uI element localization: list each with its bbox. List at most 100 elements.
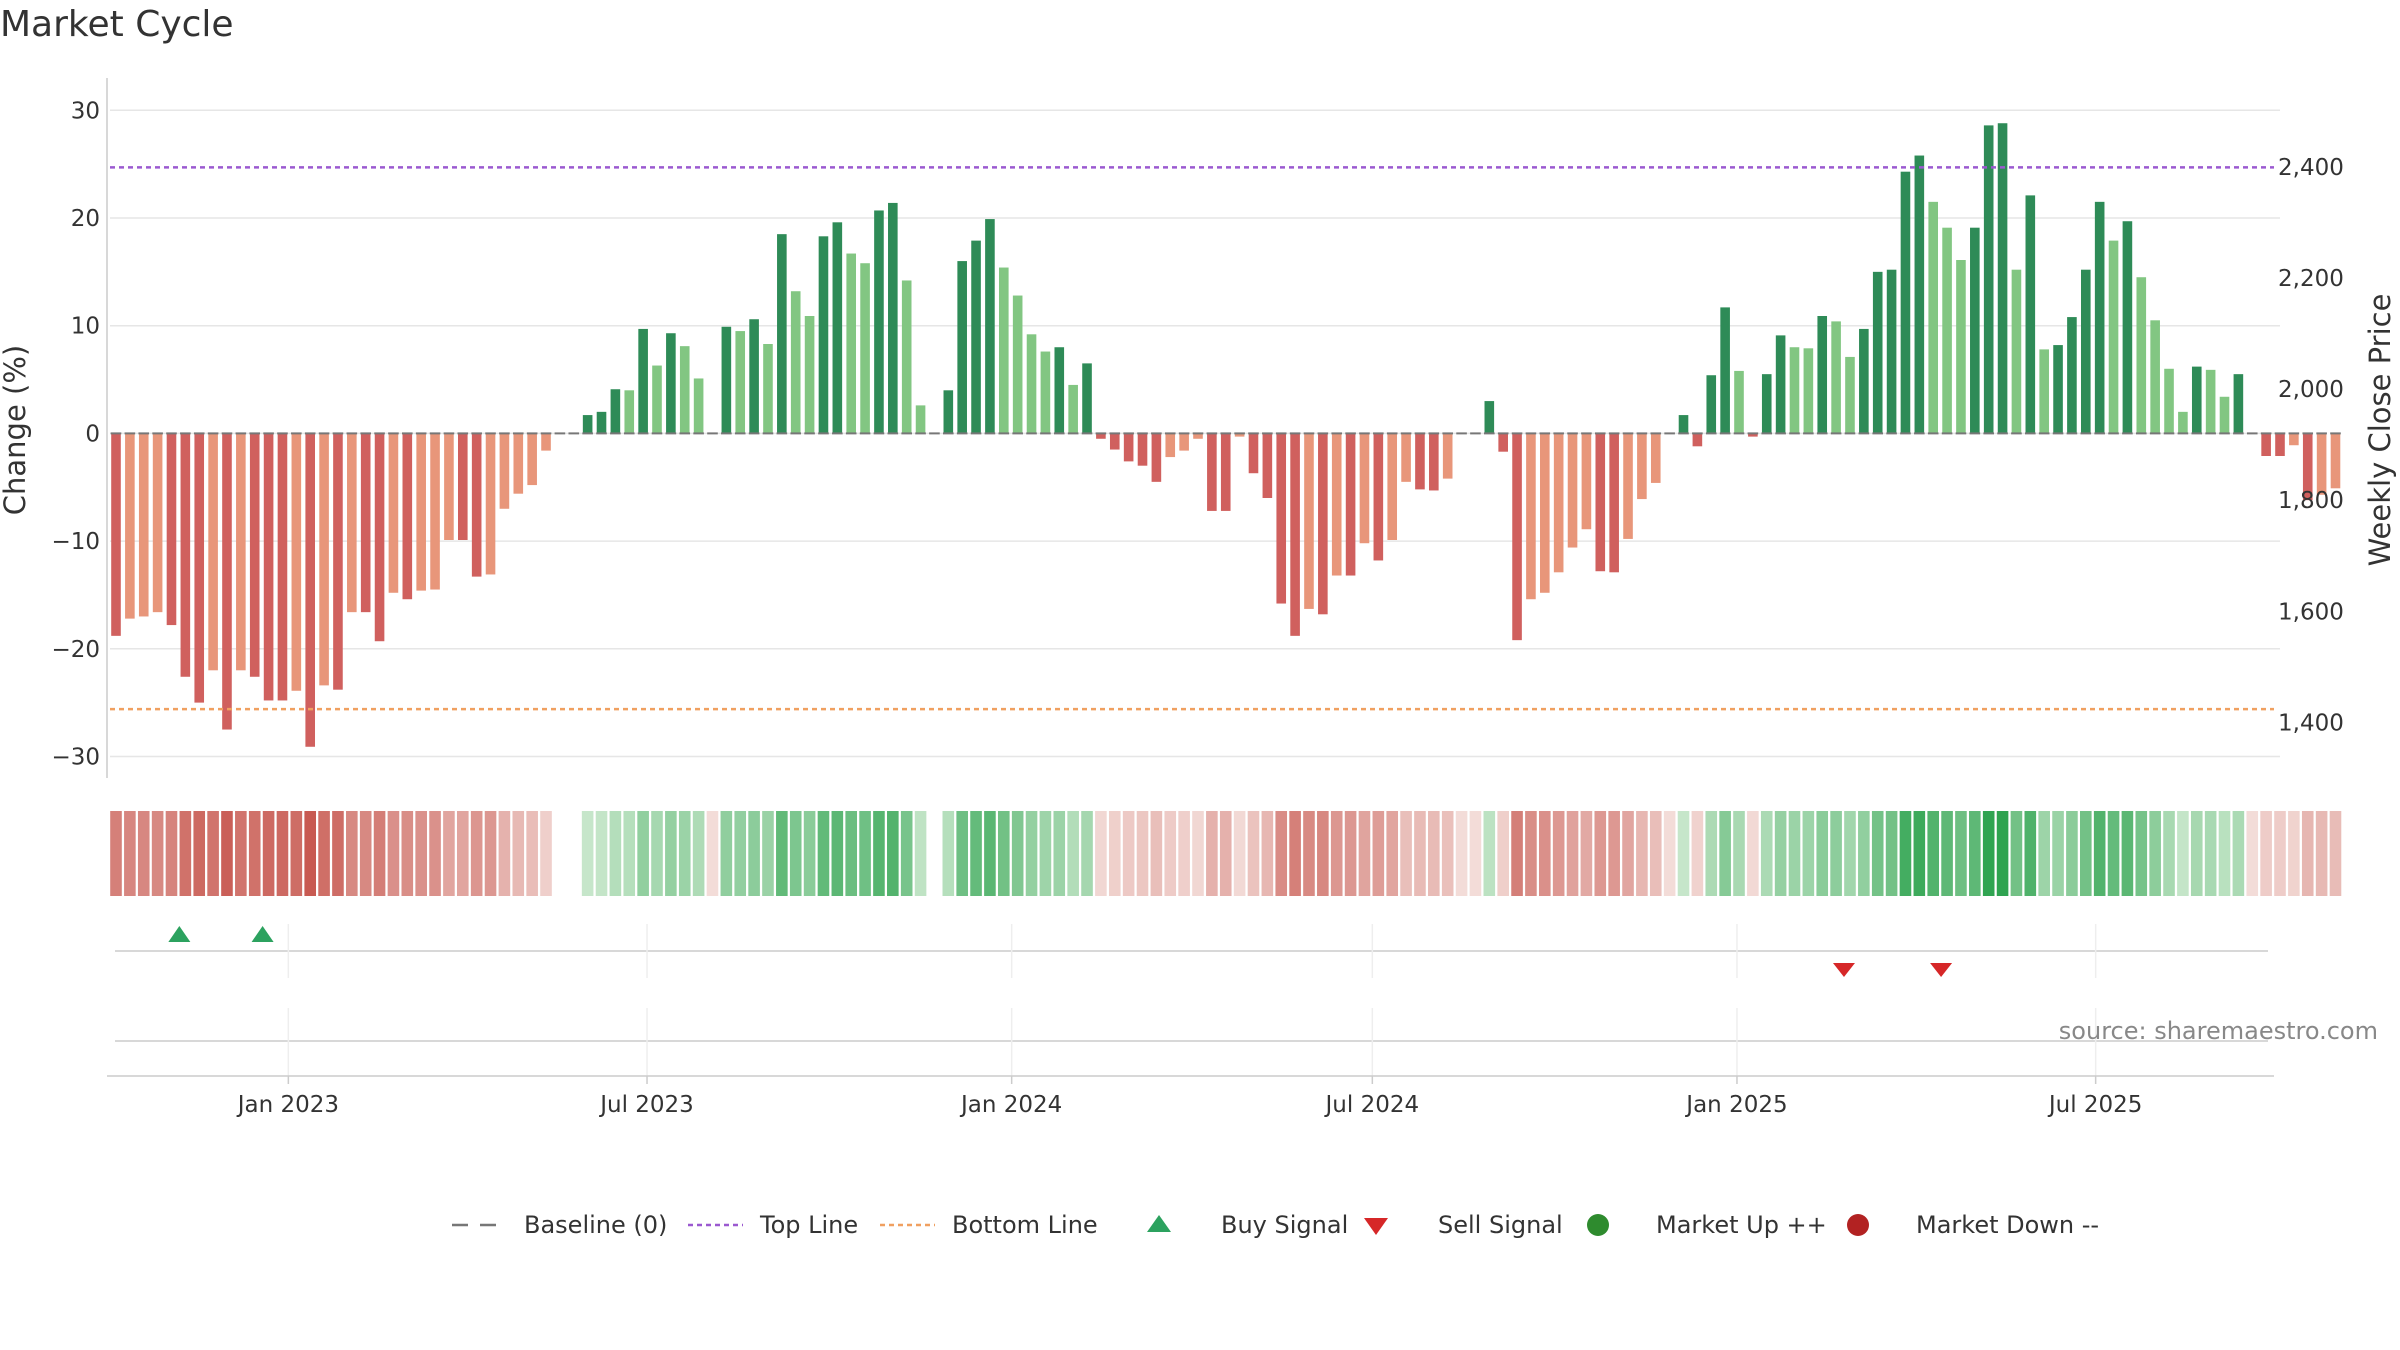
strip-cell	[151, 811, 164, 896]
strip-cell	[373, 811, 386, 896]
strip-cell	[1774, 811, 1787, 896]
y-tick-label: 20	[71, 206, 100, 232]
bar	[541, 433, 551, 451]
strip-cell	[1705, 811, 1718, 896]
bar	[790, 291, 801, 434]
bar	[2108, 240, 2119, 434]
bar	[1803, 348, 1814, 434]
strip-cell	[304, 811, 317, 896]
strip-cell	[1289, 811, 1301, 896]
bar	[194, 433, 205, 703]
bar	[1512, 433, 1522, 641]
strip-cell	[2010, 811, 2023, 896]
strip-cell	[1206, 811, 1218, 896]
bar	[2136, 277, 2147, 434]
strip-cell	[1511, 811, 1523, 896]
bar	[1734, 370, 1744, 434]
bar	[374, 433, 385, 642]
strip-cell	[914, 811, 927, 896]
strip-cell	[1469, 811, 1482, 896]
bar	[1942, 227, 1952, 434]
bar	[679, 346, 690, 434]
strip-cell	[1719, 811, 1731, 896]
x-tick-label: Jan 2024	[959, 1092, 1062, 1118]
bar	[1345, 433, 1356, 576]
bar	[291, 433, 302, 691]
bar	[333, 433, 343, 690]
strip-cell	[1358, 811, 1371, 896]
strip-cell	[276, 811, 289, 896]
strip-cell	[179, 811, 192, 896]
reference-lines	[110, 166, 2274, 711]
legend-item: Market Down --	[1847, 1211, 2099, 1239]
bar	[1151, 433, 1162, 482]
legend-label: Market Down --	[1916, 1211, 2099, 1239]
strip-cell	[1108, 811, 1121, 896]
strip-cell	[2066, 811, 2078, 896]
bar	[1179, 433, 1189, 451]
strip-cell	[359, 811, 372, 896]
strip-cell	[706, 811, 719, 896]
bar	[2219, 396, 2230, 434]
y2-tick-label: 2,400	[2278, 155, 2344, 181]
bar	[1928, 201, 1939, 434]
strip-cell	[1122, 811, 1135, 896]
strip-cell	[1219, 811, 1232, 896]
legend-label: Baseline (0)	[524, 1211, 667, 1239]
legend-item: Sell Signal	[1364, 1211, 1563, 1239]
strip-cell	[262, 811, 275, 896]
bar	[2039, 349, 2049, 434]
bar	[1914, 155, 1925, 434]
sell-signal-marker	[1930, 963, 1953, 977]
strip-cell	[2232, 811, 2245, 896]
strip-cell	[1913, 811, 1926, 896]
strip-cell	[1594, 811, 1607, 896]
y2-tick-label: 1,800	[2278, 488, 2344, 514]
strip-cell	[789, 811, 802, 896]
bar	[943, 390, 954, 434]
strip-cell	[1261, 811, 1274, 896]
strip-cell	[443, 811, 455, 896]
bar	[1276, 433, 1287, 604]
strip-cell	[997, 811, 1010, 896]
bar	[1970, 227, 1980, 434]
bar	[2164, 368, 2174, 434]
strip-cell	[623, 811, 636, 896]
strip-cell	[415, 811, 427, 896]
bar	[1234, 433, 1245, 437]
strip-cell	[637, 811, 649, 896]
strip-cell	[498, 811, 511, 896]
strip-cell	[2315, 811, 2328, 896]
signal-panel	[115, 924, 2268, 978]
bar	[1096, 433, 1106, 439]
strip-cell	[1497, 811, 1509, 896]
strip-cell	[2177, 811, 2189, 896]
x-tick-label: Jan 2025	[1684, 1092, 1787, 1118]
dot-icon	[1847, 1214, 1869, 1236]
strip-cell	[2107, 811, 2120, 896]
strip-cell	[346, 811, 358, 896]
bar	[471, 433, 482, 577]
bar	[2289, 433, 2299, 446]
bar	[804, 316, 815, 434]
strip-cell	[193, 811, 206, 896]
strip-cell	[956, 811, 968, 896]
strip-cell	[1649, 811, 1662, 896]
strip-cell	[873, 811, 885, 896]
legend-item: Baseline (0)	[452, 1211, 667, 1239]
bar	[1498, 433, 1508, 452]
buy-signal-marker	[168, 926, 191, 942]
bar	[1748, 433, 1758, 437]
x-tick-label: Jul 2023	[598, 1092, 694, 1118]
bar	[222, 433, 232, 730]
bar	[2302, 433, 2313, 501]
bar	[388, 433, 399, 593]
bar	[2094, 201, 2105, 434]
bar	[998, 267, 1009, 434]
bar	[444, 433, 454, 540]
bar	[416, 433, 426, 591]
bar	[1900, 171, 1911, 434]
strip-cell	[609, 811, 622, 896]
bar	[2067, 317, 2077, 434]
